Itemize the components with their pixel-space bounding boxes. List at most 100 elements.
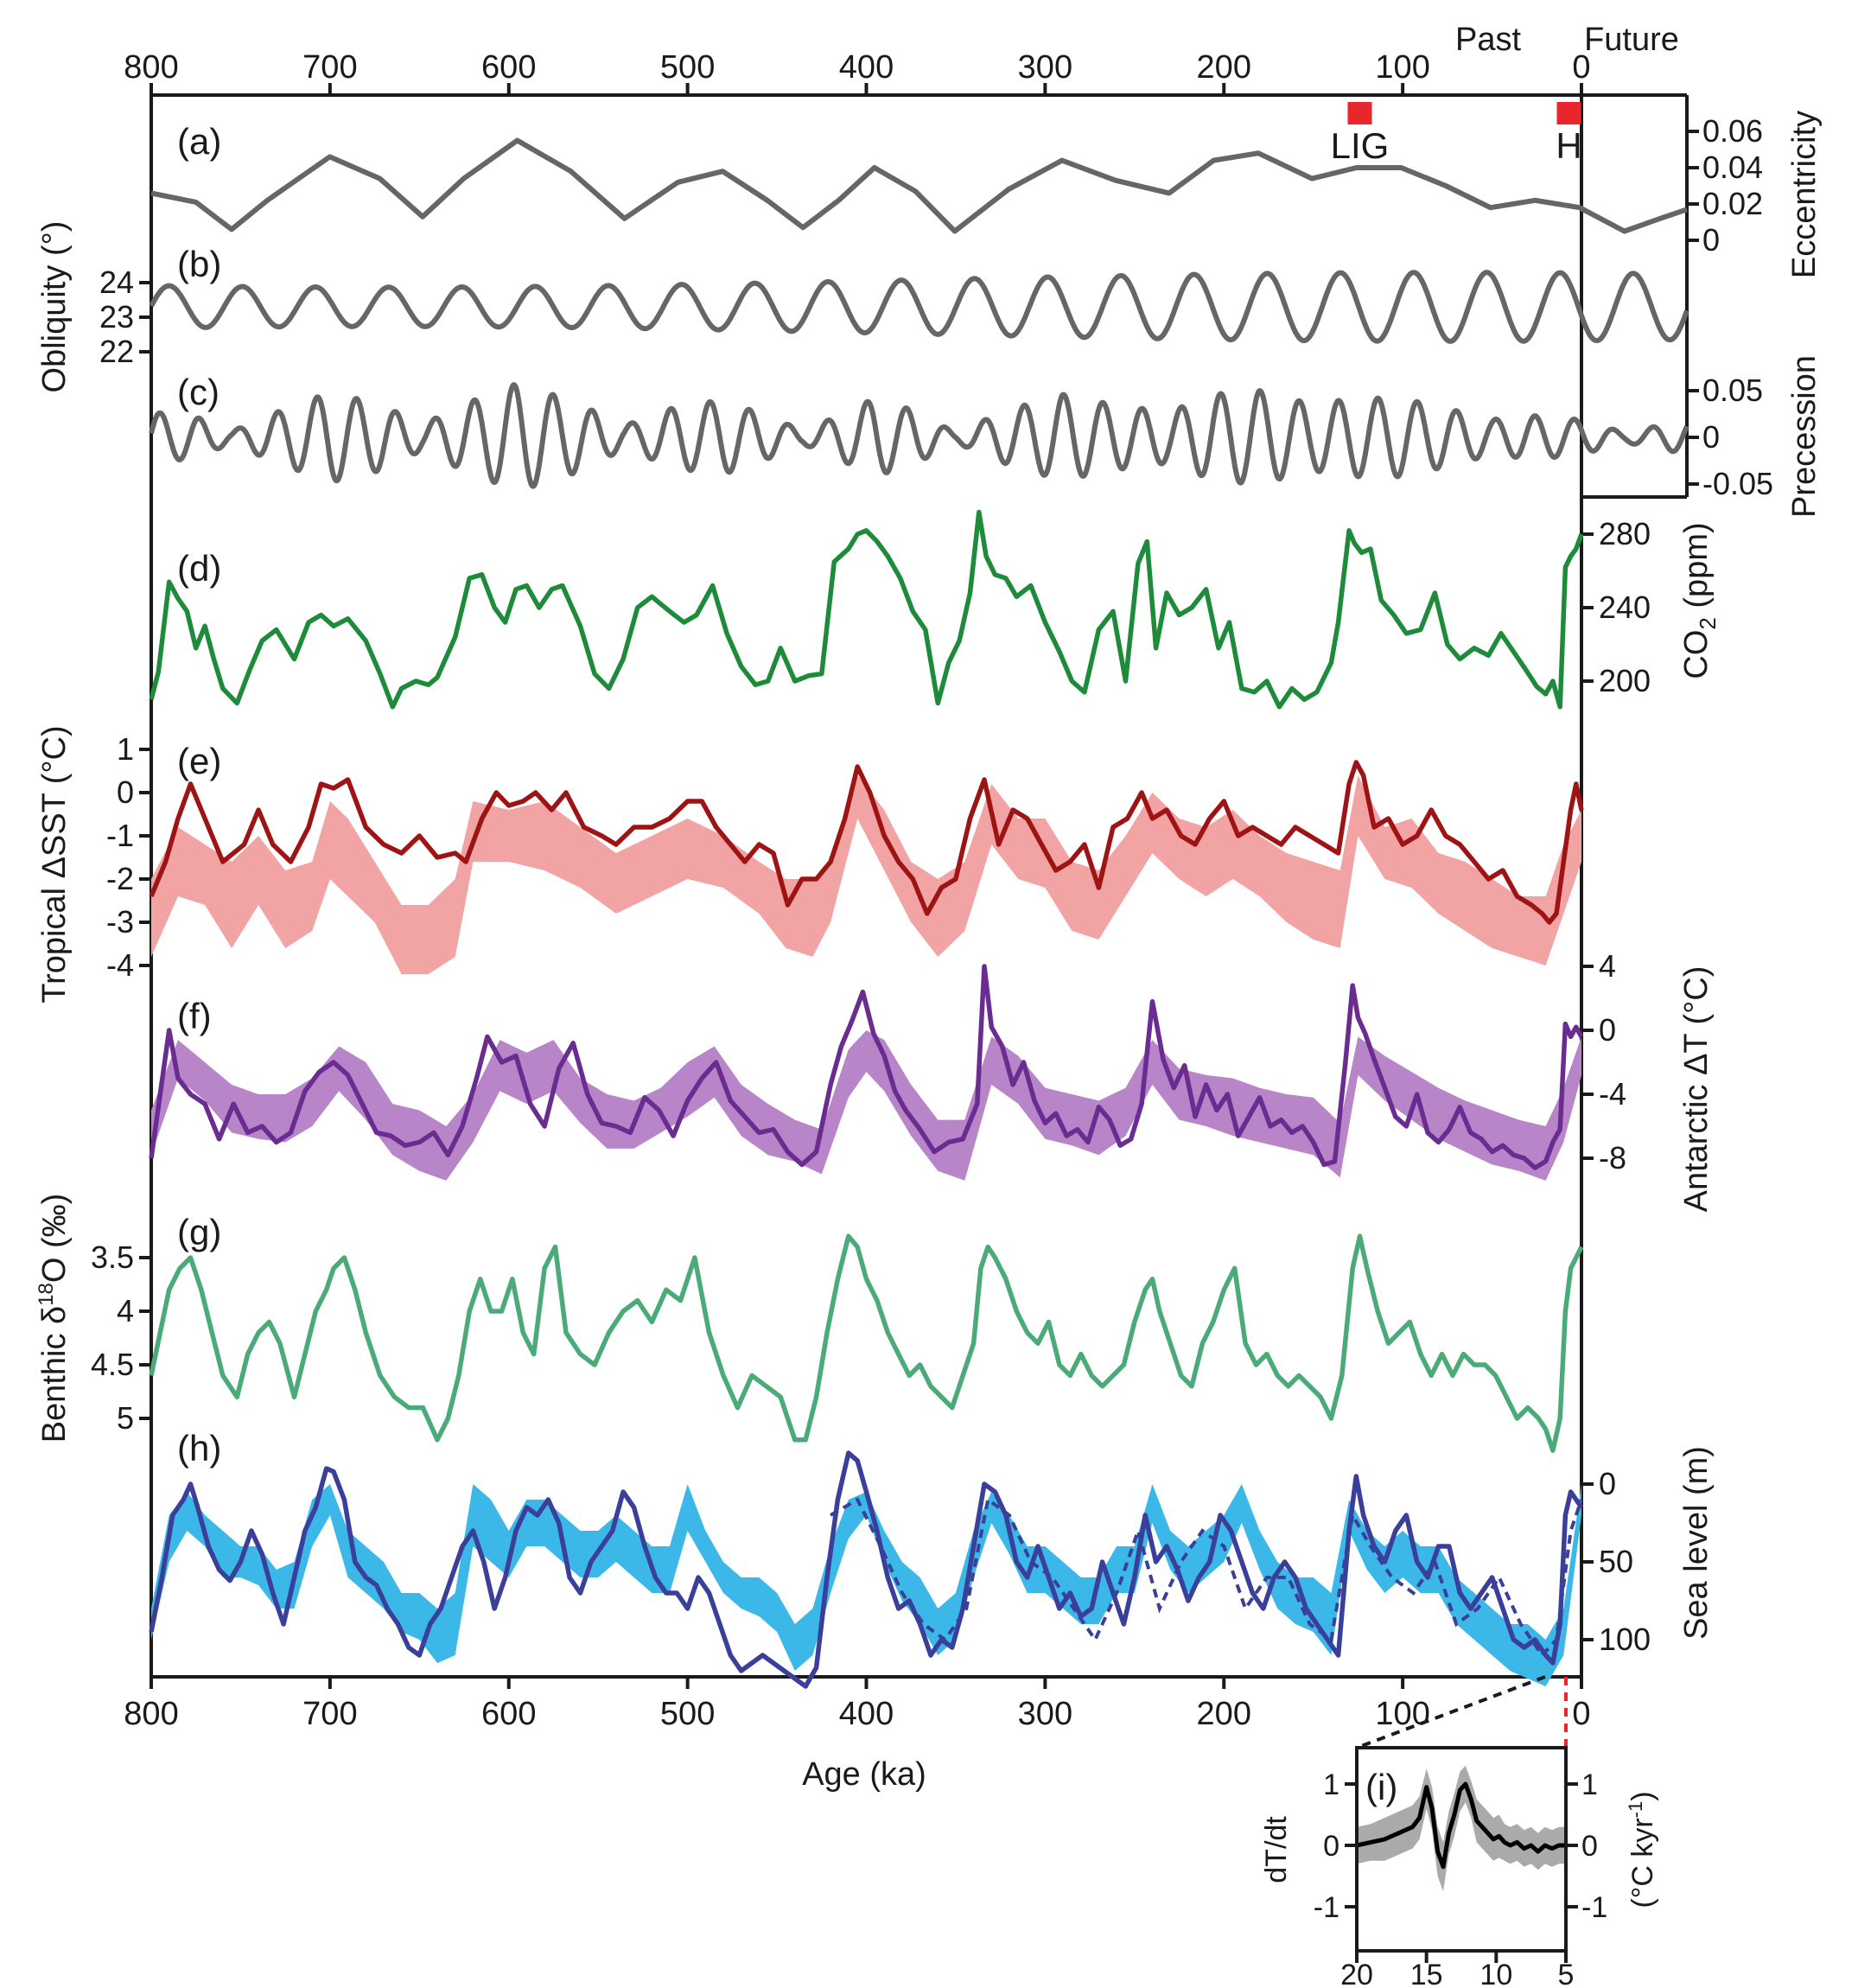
- inset-right-tick-label: 1: [1581, 1768, 1598, 1801]
- top-tick-label: 300: [1018, 49, 1072, 86]
- antarctic-uncertainty-band: [151, 1030, 1581, 1181]
- precession-ticks: 0.05 0 -0.05: [1687, 373, 1773, 501]
- obliquity-label: Obliquity (°): [36, 221, 73, 393]
- inset-ticks: 1 10 0-1 -120 15 10 5: [1314, 1768, 1607, 1988]
- sea-level-label: Sea level (m): [1678, 1446, 1715, 1640]
- eccentricity-tick-label: 0.04: [1702, 150, 1763, 185]
- inset-right-tick-label: 0: [1581, 1830, 1598, 1863]
- eccentricity-tick-label: 0: [1702, 222, 1720, 258]
- precession-tick-label: -0.05: [1702, 466, 1773, 501]
- inset-x-tick-label: 5: [1558, 1959, 1575, 1988]
- sst-tick-label: -4: [106, 947, 134, 983]
- series-layer: [149, 137, 1689, 1892]
- event-markers: LIG H: [1331, 102, 1582, 166]
- benthic-tick-label: 4.5: [91, 1347, 134, 1382]
- eccentricity-label: Eccentricity: [1786, 111, 1823, 278]
- antarctic-t-ticks: 4 0 -4 -8: [1581, 948, 1626, 1176]
- obliquity-line: [149, 270, 1689, 344]
- obliquity-tick-label: 23: [99, 299, 134, 335]
- top-tick-label: 0: [1572, 49, 1590, 86]
- bottom-tick-label: 800: [124, 1696, 178, 1732]
- inset-x-tick-label: 15: [1410, 1959, 1443, 1988]
- panel-d-tag: (d): [177, 548, 221, 589]
- top-tick-label: 400: [839, 49, 894, 86]
- eccentricity-ticks: 0.060.040.020: [1687, 113, 1763, 258]
- marker-h-square: [1556, 102, 1581, 124]
- precession-tick-label: 0.05: [1702, 373, 1763, 408]
- sst-tick-label: 1: [117, 731, 134, 767]
- top-tick-label: 700: [302, 49, 357, 86]
- co2-tick-label: 200: [1599, 663, 1651, 698]
- panel-a-tag: (a): [177, 121, 221, 162]
- co2-label-tail: (ppm): [1678, 522, 1715, 617]
- panel-h-tag: (h): [177, 1428, 221, 1469]
- benthic-d18o-line: [149, 1233, 1584, 1453]
- sst-tick-label: -3: [106, 904, 134, 940]
- eccentricity-line: [150, 137, 1688, 234]
- obliquity-tick-label: 24: [99, 264, 134, 300]
- sst-tick-label: -2: [106, 861, 134, 896]
- sea-level-tick-label: 50: [1599, 1544, 1633, 1579]
- benthic-d18o-ticks: 3.5 4 4.5 5: [91, 1239, 151, 1436]
- sea-level-ticks: 0 50 100: [1581, 1466, 1651, 1657]
- bottom-tick-label: 600: [481, 1696, 536, 1732]
- panel-e-tag: (e): [177, 741, 221, 781]
- sea-level-line: [149, 1450, 1584, 1689]
- sea-level-tick-label: 100: [1599, 1622, 1651, 1657]
- panel-b-tag: (b): [177, 244, 221, 284]
- antarctic-tick-label: 0: [1599, 1012, 1616, 1048]
- sea-level-dashed-line: [830, 1496, 1583, 1659]
- bottom-tick-label: 100: [1375, 1696, 1429, 1732]
- co2-label-sub: 2: [1695, 617, 1721, 629]
- top-tick-label: 200: [1197, 49, 1251, 86]
- inset-line: [1356, 1781, 1566, 1870]
- panel-g-tag: (g): [177, 1212, 221, 1252]
- marker-lig-square: [1347, 102, 1372, 124]
- antarctic-tick-label: -8: [1599, 1140, 1626, 1176]
- inset-x-tick-label: 10: [1479, 1959, 1512, 1988]
- panel-f-tag: (f): [177, 996, 212, 1036]
- inset-zoom-connectors: [1356, 1675, 1568, 1749]
- top-tick-label: 500: [660, 49, 715, 86]
- sea-level-tick-label: 0: [1599, 1466, 1616, 1501]
- tropical-sst-label: Tropical ΔSST (°C): [36, 725, 73, 1003]
- inset-right-tick-label: -1: [1581, 1891, 1607, 1924]
- obliquity-tick-label: 22: [99, 334, 134, 369]
- antarctic-line: [149, 964, 1584, 1170]
- precession-tick-label: 0: [1702, 419, 1720, 455]
- inset-right-label-tail: ): [1626, 1791, 1659, 1800]
- inset-frame: [1355, 1746, 1568, 1953]
- co2-tick-label: 280: [1599, 516, 1651, 551]
- co2-line: [149, 509, 1584, 710]
- top-tick-label: 100: [1375, 49, 1429, 86]
- panel-c-tag: (c): [177, 372, 220, 412]
- antarctic-t-label: Antarctic ΔT (°C): [1678, 966, 1715, 1213]
- bottom-tick-label: 300: [1018, 1696, 1072, 1732]
- sst-tick-label: -1: [106, 818, 134, 853]
- bottom-tick-label: 700: [302, 1696, 357, 1732]
- eccentricity-tick-label: 0.06: [1702, 113, 1763, 149]
- panel-i-tag: (i): [1365, 1767, 1397, 1807]
- benthic-tick-label: 3.5: [91, 1239, 134, 1275]
- top-axis-ticks: 800 700 600 500 400 300 200 100 0: [124, 49, 1591, 95]
- inset-left-label: dT/dt: [1260, 1816, 1293, 1883]
- benthic-label-sup: 18: [35, 1283, 58, 1306]
- bottom-tick-label: 0: [1572, 1696, 1590, 1732]
- sea-level-band: [151, 1484, 1581, 1686]
- co2-label-main: CO: [1678, 630, 1715, 679]
- benthic-tick-label: 4: [117, 1293, 134, 1329]
- future-label: Future: [1584, 22, 1679, 58]
- sst-line: [149, 760, 1584, 925]
- co2-label: CO2 (ppm): [1678, 522, 1721, 679]
- inset-uncertainty-band: [1357, 1765, 1566, 1892]
- inset-left-tick-label: 1: [1323, 1768, 1339, 1801]
- tropical-sst-ticks: 1 0 -1 -2 -3 -4: [106, 731, 151, 983]
- marker-h-label: H: [1556, 125, 1581, 166]
- top-tick-label: 600: [481, 49, 536, 86]
- antarctic-tick-label: -4: [1599, 1076, 1626, 1112]
- bottom-tick-label: 200: [1197, 1696, 1251, 1732]
- benthic-tick-label: 5: [117, 1400, 134, 1436]
- top-tick-label: 800: [124, 49, 178, 86]
